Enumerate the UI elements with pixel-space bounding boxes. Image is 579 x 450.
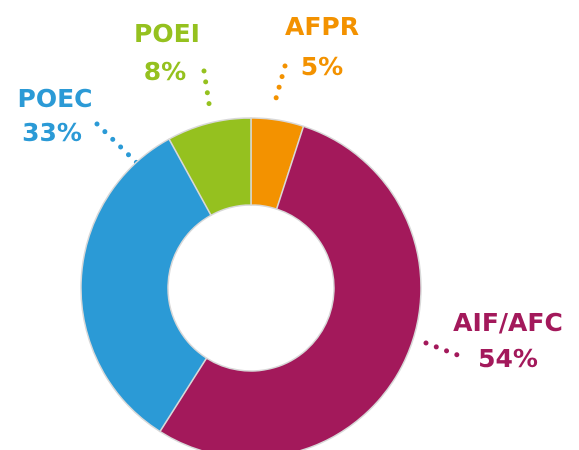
slice-value-label: 54% [478,344,538,373]
slice-value-label: 5% [301,52,343,81]
leader-line [423,340,463,359]
slice-name: AFPR [285,12,359,41]
leaders [94,63,463,359]
donut-slice [168,117,252,217]
donut-slice [80,138,213,433]
leader-line [272,63,288,105]
leader-line [94,121,141,167]
donut-slice [158,125,422,450]
leader-line [201,68,213,113]
slice-name: AIF/AFC [453,308,563,337]
slice-value-label: 8% [144,57,186,86]
slice-name: POEI [134,19,200,48]
slice-name: POEC [18,84,93,113]
slice-value-label: 33% [22,118,82,147]
